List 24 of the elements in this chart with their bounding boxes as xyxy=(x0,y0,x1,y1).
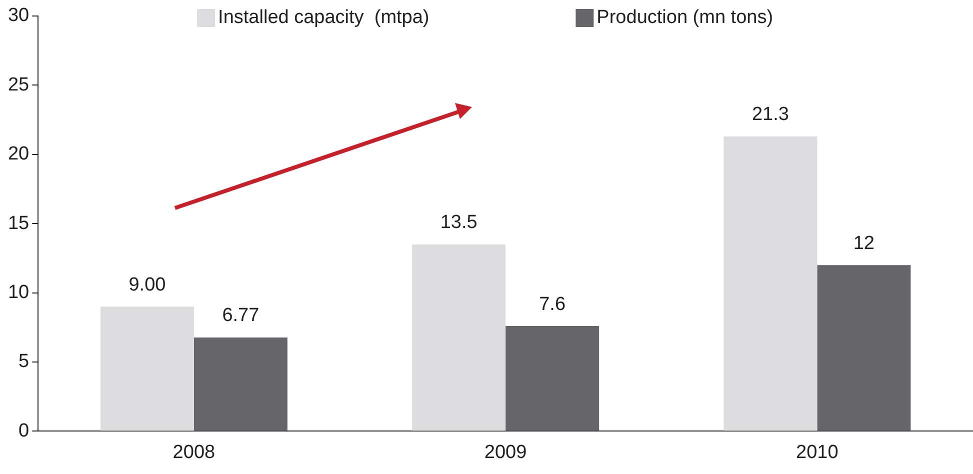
x-tick-label: 2009 xyxy=(484,442,527,463)
y-tick-label: 25 xyxy=(8,74,30,96)
bar xyxy=(506,326,600,431)
data-label: 7.6 xyxy=(539,294,566,315)
legend-label: Installed capacity (mtpa) xyxy=(218,7,430,28)
y-tick-label: 30 xyxy=(8,5,30,26)
y-tick-label: 20 xyxy=(8,144,30,165)
bar xyxy=(724,136,818,431)
bar xyxy=(100,306,194,431)
data-label: 6.77 xyxy=(222,305,260,326)
y-tick-label: 5 xyxy=(18,351,30,372)
bar xyxy=(817,265,911,431)
data-label: 9.00 xyxy=(128,274,166,296)
y-tick-label: 15 xyxy=(8,212,30,234)
bar xyxy=(194,338,288,431)
data-label: 21.3 xyxy=(752,104,789,126)
x-tick-label: 2010 xyxy=(796,442,838,463)
y-tick-label: 10 xyxy=(8,282,30,304)
data-label: 13.5 xyxy=(440,212,478,234)
y-tick-label: 0 xyxy=(18,420,30,442)
bar xyxy=(412,244,506,431)
legend-label: Production (mn tons) xyxy=(596,7,774,28)
data-label: 12 xyxy=(853,232,875,254)
x-tick-label: 2008 xyxy=(172,442,216,463)
